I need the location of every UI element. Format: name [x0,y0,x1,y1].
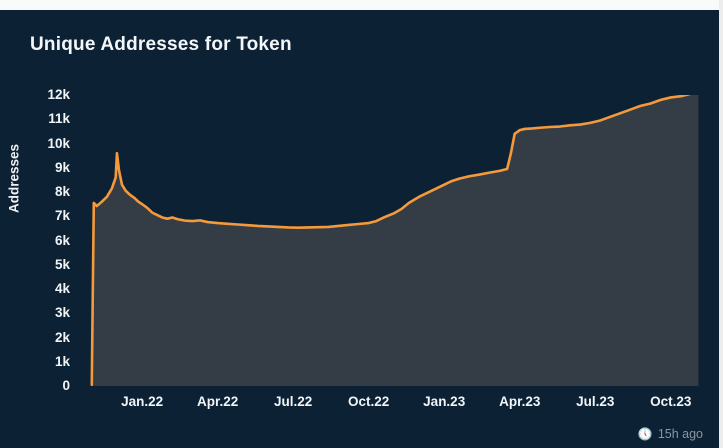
x-tick-label: Oct.22 [348,394,390,409]
addresses-line-series [90,95,692,386]
plot-area [88,95,706,386]
y-tick-label: 12k [47,87,70,102]
y-tick-label: 10k [47,135,70,151]
x-axis: Jan.22 Apr.22 Jul.22 Oct.22 Jan.23 Apr.23 Jul.… [88,394,706,414]
x-tick-label: Apr.22 [197,394,239,409]
last-updated: 🕔 15h ago [638,427,703,441]
y-tick-label: 11k [48,111,70,127]
x-tick-label: Jan.23 [423,394,466,409]
y-axis: 0 1k 2k 3k 4k 5k 6k 7k 8k 9k 10k 11k 12k [0,87,80,393]
last-updated-label: 15h ago [657,427,703,441]
x-tick-label: Apr.23 [499,394,541,409]
top-strip [0,0,723,10]
x-tick-label: Oct.23 [650,394,692,409]
x-tick-label: Jul.23 [576,394,615,409]
x-tick-label: Jul.22 [274,394,313,409]
y-tick-label: 0 [62,378,70,393]
y-tick-label: 7k [54,208,70,224]
chart-title: Unique Addresses for Token [30,34,292,55]
right-strip [719,0,723,448]
y-tick-label: 5k [54,256,70,272]
y-tick-label: 3k [54,305,70,321]
addresses-area-fill [91,95,699,386]
x-tick-label: Jan.22 [121,394,164,409]
y-tick-label: 4k [54,281,70,296]
y-tick-label: 6k [54,232,70,248]
clock-icon: 🕔 [637,427,653,441]
addresses-area-chart [90,95,699,386]
y-tick-label: 8k [54,184,70,199]
y-tick-label: 2k [54,329,70,345]
y-tick-label: 9k [54,159,70,175]
y-tick-label: 1k [54,353,70,369]
